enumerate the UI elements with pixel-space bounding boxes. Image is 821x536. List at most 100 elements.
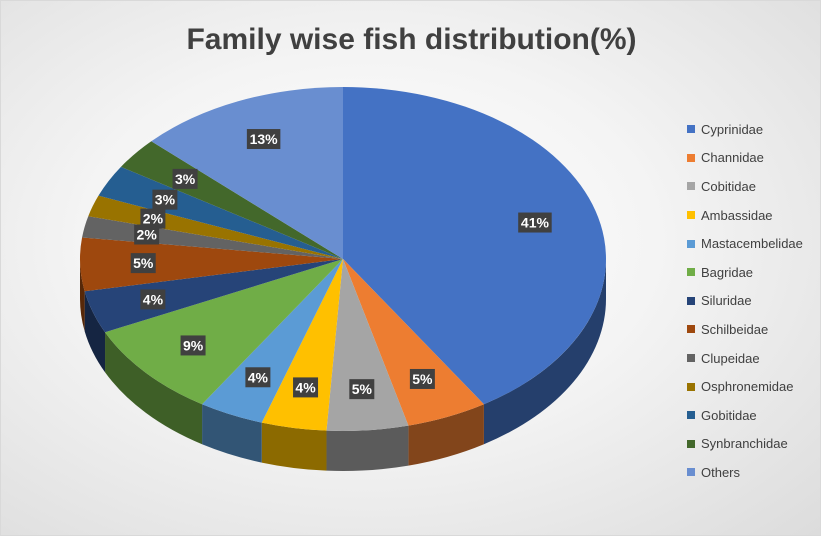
data-label-text: 3%: [175, 171, 196, 187]
data-label-box: [140, 289, 166, 310]
legend-label: Cobitidae: [701, 178, 756, 194]
legend-swatch: [687, 239, 695, 248]
data-label-text: 9%: [183, 337, 204, 353]
pie-slice-mastacembelidae[interactable]: [202, 259, 343, 423]
legend-label: Osphronemidae: [701, 379, 794, 395]
pie-data-labels: 41% 5% 5% 4% 4% 9% 4% 5% 2%2% 3% 3% 13%: [130, 129, 552, 400]
pie-slices: [80, 87, 606, 431]
legend-label: Clupeidae: [701, 350, 760, 366]
legend-label: Gobitidae: [701, 407, 757, 423]
legend-item-siluridae[interactable]: Siluridae: [687, 287, 820, 316]
data-label-box: [293, 377, 319, 398]
legend-label: Bagridae: [701, 264, 754, 280]
slice-side-bagridae: [105, 332, 203, 445]
legend-swatch: [687, 325, 695, 334]
data-label-text: 3%: [155, 192, 176, 208]
slice-side-ambassidae: [261, 422, 327, 471]
data-label-text: 5%: [412, 371, 433, 387]
legend-item-ambassidae[interactable]: Ambassidae: [687, 201, 820, 230]
legend-swatch: [687, 382, 695, 391]
legend-swatch: [687, 153, 695, 162]
data-label-box: [130, 253, 156, 274]
data-label-bagridae: 9%: [180, 335, 206, 356]
legend-item-channidae[interactable]: Channidae: [687, 144, 820, 173]
legend-swatch: [687, 296, 695, 305]
data-label-mastacembelidae: 4%: [245, 367, 271, 388]
data-label-box: [180, 335, 206, 356]
data-label-text: 5%: [352, 381, 373, 397]
data-label-box: [518, 212, 552, 233]
pie-slice-others[interactable]: [151, 87, 343, 259]
legend-item-osphronemidae[interactable]: Osphronemidae: [687, 372, 820, 401]
data-label-cyprinidae: 41%: [518, 212, 552, 233]
data-label-text: 2%: [143, 211, 164, 227]
legend-item-synbranchidae[interactable]: Synbranchidae: [687, 430, 820, 459]
pie-slice-bagridae[interactable]: [105, 259, 343, 405]
legend-swatch: [687, 439, 695, 448]
data-label-text: 4%: [295, 379, 316, 395]
data-label-box: [245, 367, 271, 388]
legend-label: Siluridae: [701, 293, 752, 309]
data-label-box: [134, 224, 160, 245]
data-label-box: [172, 168, 198, 189]
pie-slice-cyprinidae[interactable]: [343, 87, 606, 405]
data-label-ambassidae: 4%: [293, 377, 319, 398]
legend-swatch: [687, 411, 695, 420]
pie-3d-sides: [80, 259, 606, 471]
legend-label: Schilbeidae: [701, 321, 769, 337]
legend-label: Ambassidae: [701, 207, 773, 223]
data-label-synbranchidae: 3%: [172, 168, 198, 189]
legend-label: Others: [701, 464, 741, 480]
data-label-clupeidae: 2%: [134, 224, 160, 245]
slice-side-mastacembelidae: [202, 404, 262, 463]
legend-label: Mastacembelidae: [701, 236, 803, 252]
data-label-box: [349, 379, 375, 400]
data-label-others: 13%: [246, 129, 281, 150]
data-label-text: 13%: [250, 131, 279, 147]
legend-item-cobitidae[interactable]: Cobitidae: [687, 172, 820, 201]
pie-slice-schilbeidae[interactable]: [80, 237, 343, 292]
legend-swatch: [687, 211, 695, 220]
data-label-box: [140, 208, 166, 229]
slice-side-channidae: [408, 404, 484, 466]
pie-slice-channidae[interactable]: [343, 259, 484, 426]
legend-item-clupeidae[interactable]: Clupeidae: [687, 344, 820, 373]
legend-label: Channidae: [701, 150, 764, 166]
legend-item-mastacembelidae[interactable]: Mastacembelidae: [687, 229, 820, 258]
data-label-gobitidae: 3%: [152, 189, 178, 210]
legend-item-others[interactable]: Others: [687, 458, 820, 487]
data-label-schilbeidae: 5%: [130, 253, 156, 274]
legend-item-bagridae[interactable]: Bagridae: [687, 258, 820, 287]
slice-side-siluridae: [84, 291, 106, 373]
data-label-box: [246, 129, 281, 150]
data-label-text: 41%: [521, 215, 550, 231]
data-label-osphronemidae: 2%: [140, 208, 166, 229]
slice-side-cyprinidae: [483, 259, 606, 445]
legend-item-gobitidae[interactable]: Gobitidae: [687, 401, 820, 430]
legend-item-schilbeidae[interactable]: Schilbeidae: [687, 315, 820, 344]
data-label-text: 4%: [248, 369, 269, 385]
slice-side-cobitidae: [326, 425, 409, 471]
legend-swatch: [687, 125, 695, 134]
data-label-box: [409, 368, 435, 389]
legend-label: Cyprinidae: [701, 121, 764, 137]
data-label-siluridae: 4%: [140, 289, 166, 310]
pie-slice-ambassidae[interactable]: [261, 259, 343, 431]
data-label-cobitidae: 5%: [349, 379, 375, 400]
legend-label: Synbranchidae: [701, 436, 788, 452]
data-label-channidae: 5%: [409, 368, 435, 389]
slice-side-schilbeidae: [80, 259, 85, 332]
legend-swatch: [687, 468, 695, 477]
legend-swatch: [687, 354, 695, 363]
legend-item-cyprinidae[interactable]: Cyprinidae: [687, 115, 820, 144]
data-label-box: [152, 189, 178, 210]
pie-slice-cobitidae[interactable]: [326, 259, 409, 431]
data-label-text: 2%: [137, 227, 158, 243]
chart-legend: Cyprinidae Channidae Cobitidae Ambassidae Ma…: [687, 115, 820, 487]
data-label-text: 4%: [143, 291, 164, 307]
pie-slice-siluridae[interactable]: [84, 259, 344, 333]
data-label-text: 5%: [133, 255, 154, 271]
chart-title: Family wise fish distribution(%): [186, 23, 637, 56]
